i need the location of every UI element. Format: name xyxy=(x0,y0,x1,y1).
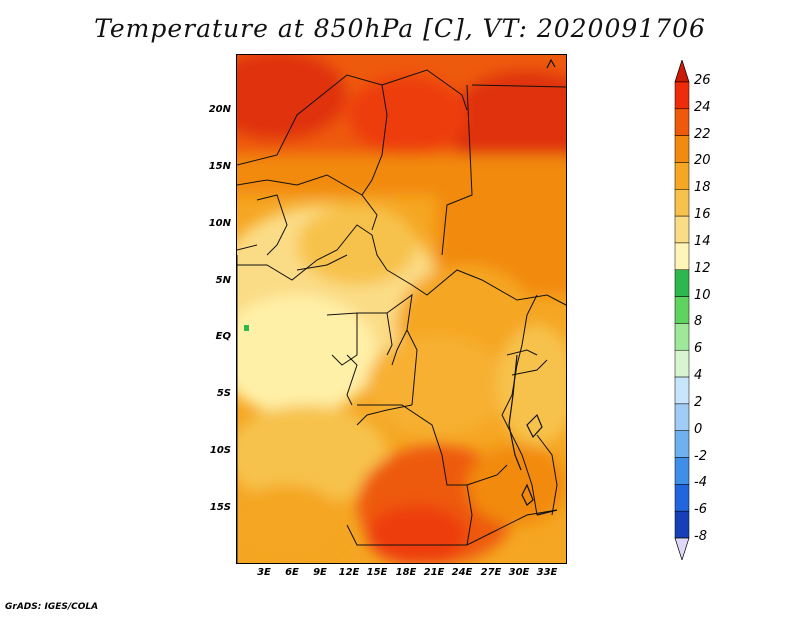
cool-spot xyxy=(244,325,249,331)
colorbar-label: 8 xyxy=(694,314,703,330)
lat-label: 10N xyxy=(208,218,231,229)
colorbar-label: -4 xyxy=(694,475,707,491)
temperature-field xyxy=(237,55,566,563)
colorbar-segment xyxy=(674,376,690,405)
colorbar-segment xyxy=(674,430,690,458)
colorbar-segment xyxy=(674,108,690,136)
country-borders xyxy=(237,69,566,546)
lon-label: 24E xyxy=(451,567,473,578)
colorbar-label: 16 xyxy=(694,207,711,223)
lat-label: 5S xyxy=(216,388,231,399)
colorbar-segment xyxy=(674,269,690,297)
lat-label: 10S xyxy=(209,445,231,456)
colorbar-top-arrow xyxy=(674,60,690,83)
lon-label: 3E xyxy=(257,567,271,578)
colorbar-label: 22 xyxy=(694,126,711,142)
lat-label: 15N xyxy=(208,161,231,172)
colorbar-segment xyxy=(674,510,690,539)
lon-label: 21E xyxy=(423,567,445,578)
colorbar-segment xyxy=(674,81,690,110)
colorbar-label: 26 xyxy=(694,73,711,88)
colorbar-bottom-arrow xyxy=(674,537,690,560)
colorbar-label: -6 xyxy=(694,502,707,518)
colorbar xyxy=(674,60,690,560)
colorbar-label: 6 xyxy=(694,341,703,357)
colorbar-segment xyxy=(674,242,690,271)
lakes xyxy=(508,58,558,516)
colorbar-label: 0 xyxy=(694,421,703,437)
colorbar-segment xyxy=(674,349,690,378)
colorbar-segment xyxy=(674,457,690,485)
colorbar-segment xyxy=(674,484,690,512)
lon-label: 27E xyxy=(480,567,502,578)
colorbar-segment xyxy=(674,162,690,190)
colorbar-label: -2 xyxy=(694,448,707,464)
temperature-map xyxy=(236,54,567,564)
colorbar-label: 2 xyxy=(694,394,703,410)
colorbar-label: -8 xyxy=(694,529,707,544)
colorbar-segment xyxy=(674,323,690,351)
colorbar-label: 24 xyxy=(694,99,711,115)
colorbar-label: 10 xyxy=(694,287,711,303)
lat-label: 15S xyxy=(209,502,231,513)
colorbar-segment xyxy=(674,403,690,431)
colorbar-label: 20 xyxy=(694,153,711,169)
lon-label: 12E xyxy=(338,567,360,578)
lon-label: 30E xyxy=(508,567,530,578)
colorbar-label: 12 xyxy=(694,260,711,276)
lon-label: 15E xyxy=(366,567,388,578)
footer-credit: GrADS: IGES/COLA xyxy=(5,602,99,612)
colorbar-segment xyxy=(674,296,690,324)
lon-label: 6E xyxy=(285,567,299,578)
colorbar-label: 14 xyxy=(694,233,711,249)
lon-label: 18E xyxy=(395,567,417,578)
map-title: Temperature at 850hPa [C], VT: 202009170… xyxy=(94,14,706,43)
colorbar-label: 4 xyxy=(694,368,703,384)
lat-label: 20N xyxy=(208,104,231,115)
colorbar-segment xyxy=(674,135,690,163)
lon-label: 33E xyxy=(536,567,558,578)
lon-label: 9E xyxy=(313,567,327,578)
lat-label: 5N xyxy=(215,275,231,286)
colorbar-segment xyxy=(674,215,690,244)
lat-label: EQ xyxy=(215,331,231,342)
map-canvas xyxy=(237,55,566,563)
colorbar-segment xyxy=(674,189,690,217)
colorbar-label: 18 xyxy=(694,180,711,196)
